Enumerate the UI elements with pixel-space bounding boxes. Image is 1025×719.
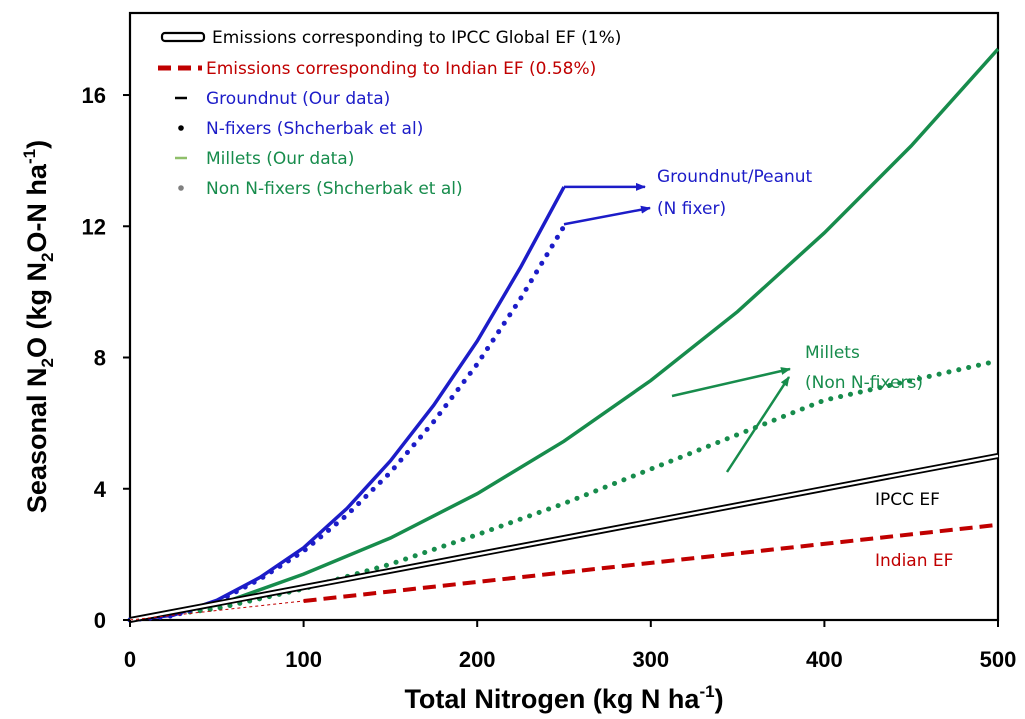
- legend-entry-5: Non N-fixers (Shcherbak et al): [178, 179, 463, 199]
- y-tick-label: 12: [82, 214, 106, 239]
- legend-entry-0: Emissions corresponding to IPCC Global E…: [160, 28, 621, 48]
- legend-label-5: Non N-fixers (Shcherbak et al): [206, 179, 463, 199]
- annotation-groundnut-line-0: Groundnut/Peanut: [657, 167, 813, 187]
- y-axis-title-sub2: 2: [38, 253, 57, 262]
- y-axis-title-p4: ): [22, 140, 52, 149]
- legend-entry-4: Millets (Our data): [175, 149, 354, 169]
- annotation-millets-line-0: Millets: [805, 343, 860, 363]
- legend-label-0: Emissions corresponding to IPCC Global E…: [212, 28, 621, 48]
- legend-entry-2: Groundnut (Our data): [175, 89, 390, 109]
- annotation-ipcc: IPCC EF: [875, 490, 940, 510]
- legend-swatch-5: [178, 185, 184, 191]
- legend-swatch-3: [178, 125, 184, 131]
- x-tick-label: 0: [124, 647, 136, 672]
- x-tick-label: 500: [980, 647, 1017, 672]
- y-tick-label: 16: [82, 83, 106, 108]
- axes-layer: 0 100 200 300 400 500 0 4 8 12 16 Total Nitrogen (k…: [20, 83, 1016, 714]
- legend-entry-3: N-fixers (Shcherbak et al): [178, 119, 423, 139]
- annotation-indian-line-0: Indian EF: [875, 551, 953, 571]
- x-axis-title-tail: ): [715, 684, 724, 714]
- series-4: [129, 47, 1000, 622]
- annotation-indian: Indian EF: [875, 551, 953, 571]
- annotation-layer: Groundnut/Peanut (N fixer) Millets (Non N-f…: [563, 167, 953, 571]
- x-tick-label: 200: [459, 647, 496, 672]
- millets-arrow-1: [671, 367, 791, 398]
- series-line-1: [303, 522, 999, 603]
- x-axis-title: Total Nitrogen (kg N ha-1): [404, 682, 723, 714]
- legend: Emissions corresponding to IPCC Global E…: [158, 28, 621, 199]
- series-layer: [127, 47, 1001, 623]
- series-0: [129, 452, 999, 623]
- legend-label-2: Groundnut (Our data): [206, 89, 390, 109]
- annotation-groundnut-line-1: (N fixer): [657, 199, 726, 219]
- y-tick-label: 8: [94, 346, 106, 371]
- legend-label-1: Emissions corresponding to Indian EF (0.…: [206, 59, 596, 79]
- series-line-0-inner: [129, 454, 999, 622]
- plot-area: [128, 11, 1000, 622]
- annotation-groundnut: Groundnut/Peanut (N fixer): [657, 167, 813, 219]
- x-tick-label: 400: [806, 647, 843, 672]
- x-tick-label: 300: [632, 647, 669, 672]
- y-axis-title: Seasonal N2O (kg N2O-N ha-1): [20, 140, 57, 513]
- y-axis-title-p3: O-N ha: [22, 163, 52, 252]
- indian-ef-guide: [129, 600, 304, 621]
- legend-label-3: N-fixers (Shcherbak et al): [206, 119, 423, 139]
- x-tick-label: 100: [285, 647, 322, 672]
- legend-entry-1: Emissions corresponding to Indian EF (0.…: [158, 59, 596, 79]
- plot-frame: [128, 11, 1000, 622]
- x-axis-title-sup: -1: [699, 682, 714, 701]
- y-tick-label: 4: [94, 477, 107, 502]
- annotation-millets-line-1: (Non N-fixers): [805, 373, 923, 393]
- legend-label-4: Millets (Our data): [206, 149, 354, 169]
- annotation-millets: Millets (Non N-fixers): [805, 343, 923, 393]
- y-axis-title-p1: Seasonal N: [22, 368, 52, 514]
- series-line-4: [129, 47, 1000, 622]
- y-axis-title-sup: -1: [20, 149, 39, 164]
- millets-arrow-2: [725, 376, 791, 473]
- annotation-ipcc-line-0: IPCC EF: [875, 490, 940, 510]
- x-axis-title-main: Total Nitrogen (kg N ha: [404, 684, 700, 714]
- groundnut-arrow-2: [563, 205, 651, 226]
- y-axis-title-p2: O (kg N: [22, 262, 52, 358]
- legend-swatch-0: [160, 31, 206, 43]
- y-tick-label: 0: [94, 608, 106, 633]
- y-axis-title-sub: 2: [38, 358, 57, 367]
- series-1: [303, 522, 999, 603]
